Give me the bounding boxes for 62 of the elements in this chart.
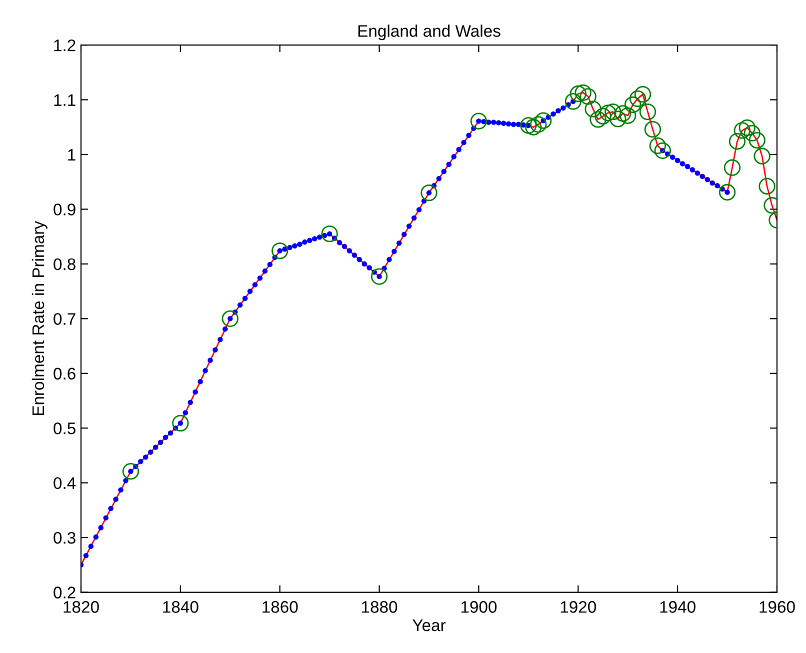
y-tick-label: 1.2	[54, 39, 76, 52]
point	[594, 108, 612, 125]
chart-title: England and Wales	[358, 24, 500, 40]
y-tick-label: 0.8	[54, 258, 76, 270]
y-tick-label: 0.4	[54, 477, 76, 490]
point	[620, 107, 636, 124]
point	[604, 103, 622, 120]
point	[370, 268, 388, 285]
point	[610, 110, 626, 128]
y-tick-label: 0.5	[54, 422, 76, 434]
point	[420, 184, 438, 202]
x-tick-label: 1840	[163, 601, 198, 613]
point	[222, 310, 238, 327]
x-tick-label: 1900	[461, 601, 497, 613]
point	[748, 132, 766, 149]
point	[272, 242, 288, 260]
point	[639, 103, 656, 120]
point	[634, 86, 652, 103]
x-tick-label: 1860	[262, 601, 298, 613]
point	[590, 111, 606, 128]
point	[649, 137, 666, 154]
point	[321, 226, 338, 242]
point	[574, 84, 592, 101]
x-tick-label: 1960	[760, 601, 795, 613]
point	[172, 414, 189, 432]
y-tick-label: 0.7	[54, 313, 76, 325]
point	[734, 122, 751, 139]
y-tick-label: 0.2	[54, 586, 76, 598]
y-tick-label: 0.3	[54, 532, 76, 544]
point	[728, 133, 746, 150]
point	[718, 184, 736, 201]
point	[724, 159, 741, 176]
point	[614, 105, 632, 122]
point	[624, 96, 642, 114]
x-axis-title: Year	[412, 620, 446, 632]
point	[570, 85, 586, 102]
point	[530, 116, 547, 133]
x-tick-label: 1880	[362, 601, 398, 613]
point	[629, 90, 646, 108]
point	[744, 124, 760, 142]
point	[525, 118, 542, 136]
point	[535, 112, 552, 129]
point	[470, 112, 488, 130]
point	[122, 463, 140, 480]
y-tick-label: 0.6	[54, 368, 76, 380]
x-tick-label: 1820	[64, 601, 99, 613]
y-axis-title: Enrolment Rate in Primary	[32, 220, 48, 416]
point	[644, 120, 662, 138]
y-tick-label: 1.1	[54, 94, 76, 106]
y-tick-label: 1	[68, 149, 76, 161]
point	[654, 142, 671, 160]
x-tick-label: 1920	[560, 601, 596, 613]
point	[580, 88, 596, 105]
point	[758, 178, 776, 195]
point	[600, 104, 616, 122]
point	[754, 148, 770, 164]
point	[520, 117, 537, 134]
y-tick-label: 0.9	[54, 204, 76, 216]
point	[584, 100, 602, 118]
point	[738, 119, 756, 136]
x-tick-label: 1940	[660, 601, 696, 613]
point	[564, 93, 582, 110]
